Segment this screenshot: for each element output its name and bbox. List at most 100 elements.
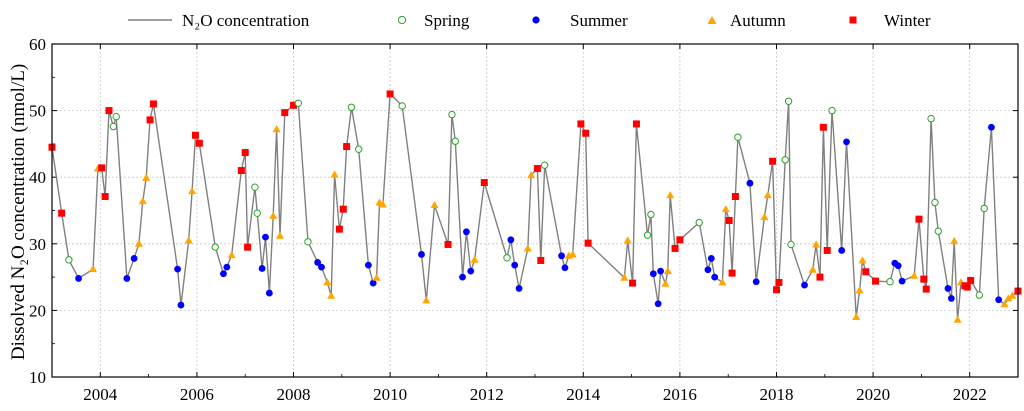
summer-point [369, 279, 377, 287]
spring-point [251, 183, 259, 191]
summer-point [258, 265, 266, 272]
summer-point [265, 289, 273, 297]
summer-point [988, 123, 995, 131]
winter-point [191, 131, 199, 139]
x-tick-label: 2016 [663, 385, 697, 404]
summer-point [177, 301, 185, 309]
summer-point [898, 277, 906, 285]
spring-point [934, 227, 943, 235]
summer-point [418, 251, 425, 258]
legend-label-winter: Winter [884, 11, 931, 30]
legend-summer-marker [532, 16, 540, 24]
winter-point [819, 123, 827, 131]
summer-point [654, 300, 662, 308]
winter-point [537, 256, 545, 264]
spring-point [980, 204, 988, 213]
summer-point [561, 264, 569, 272]
summer-point [220, 270, 227, 278]
summer-point [894, 262, 902, 270]
autumn-point [721, 204, 730, 213]
winter-point [671, 244, 679, 252]
winter-point [816, 273, 824, 281]
x-tick-label: 2012 [470, 385, 504, 404]
autumn-point [527, 171, 536, 179]
autumn-point [327, 291, 336, 299]
spring-point [503, 254, 511, 262]
spring-point [781, 156, 789, 164]
winter-point [281, 109, 289, 117]
autumn-point [188, 186, 197, 195]
autumn-point [1004, 294, 1013, 302]
summer-point [223, 263, 231, 271]
legend-autumn-marker [707, 16, 717, 24]
autumn-point [330, 170, 339, 178]
autumn-point [718, 278, 727, 286]
spring-point [695, 218, 703, 227]
autumn-point [808, 265, 817, 273]
winter-point [872, 277, 880, 285]
y-tick-label: 40 [29, 168, 46, 187]
autumn-point [272, 125, 281, 133]
summer-point [707, 255, 715, 262]
summer-point [838, 247, 846, 254]
winter-point [632, 120, 640, 128]
summer-point [463, 228, 470, 236]
spring-point [448, 110, 456, 119]
spring-point [927, 114, 935, 123]
legend-label-n2o: N₂O concentration [182, 11, 310, 30]
winter-point [533, 165, 541, 173]
summer-point [843, 138, 850, 146]
summer-point [123, 275, 131, 282]
spring-point [828, 106, 836, 115]
winter-point [195, 139, 203, 147]
winter-point [290, 101, 297, 109]
x-tick-label: 2018 [760, 385, 794, 404]
winter-point [823, 246, 831, 254]
autumn-point [666, 190, 675, 199]
summer-point [746, 179, 754, 187]
winter-point [915, 215, 923, 223]
autumn-point [470, 255, 479, 263]
autumn-point [858, 256, 867, 264]
x-tick-label: 2008 [277, 385, 311, 404]
autumn-point [950, 236, 959, 245]
autumn-point [372, 273, 381, 281]
spring-point [734, 133, 742, 141]
x-tick-label: 2020 [856, 385, 890, 404]
spring-point [347, 103, 356, 111]
autumn-point [142, 173, 151, 181]
y-tick-label: 10 [29, 368, 46, 387]
winter-point [444, 240, 452, 248]
autumn-point [852, 312, 861, 321]
winter-point [676, 236, 684, 244]
winter-point [967, 276, 975, 284]
autumn-point [623, 236, 632, 244]
y-axis-label: Dissolved N₂O concentration (nmol/L) [8, 64, 29, 360]
summer-point [515, 285, 523, 292]
y-tick-label: 50 [29, 102, 46, 121]
autumn-point [89, 264, 98, 273]
winter-point [773, 286, 780, 294]
autumn-point [661, 279, 670, 287]
legend-label-summer: Summer [570, 11, 628, 30]
winter-point [335, 225, 343, 233]
summer-point [995, 296, 1003, 304]
winter-point [629, 279, 637, 287]
autumn-point [953, 315, 962, 323]
summer-point [657, 267, 664, 275]
summer-point [711, 273, 719, 281]
autumn-point [812, 240, 821, 248]
winter-point [343, 143, 351, 151]
winter-point [582, 129, 590, 137]
winter-point [98, 164, 106, 172]
spring-point [355, 145, 363, 153]
autumn-point [523, 244, 532, 252]
legend-spring-marker [397, 15, 407, 25]
summer-point [318, 263, 325, 271]
autumn-point [910, 271, 919, 279]
summer-point [467, 267, 475, 275]
spring-point [304, 238, 312, 246]
autumn-point [269, 211, 278, 219]
winter-point [920, 275, 928, 283]
